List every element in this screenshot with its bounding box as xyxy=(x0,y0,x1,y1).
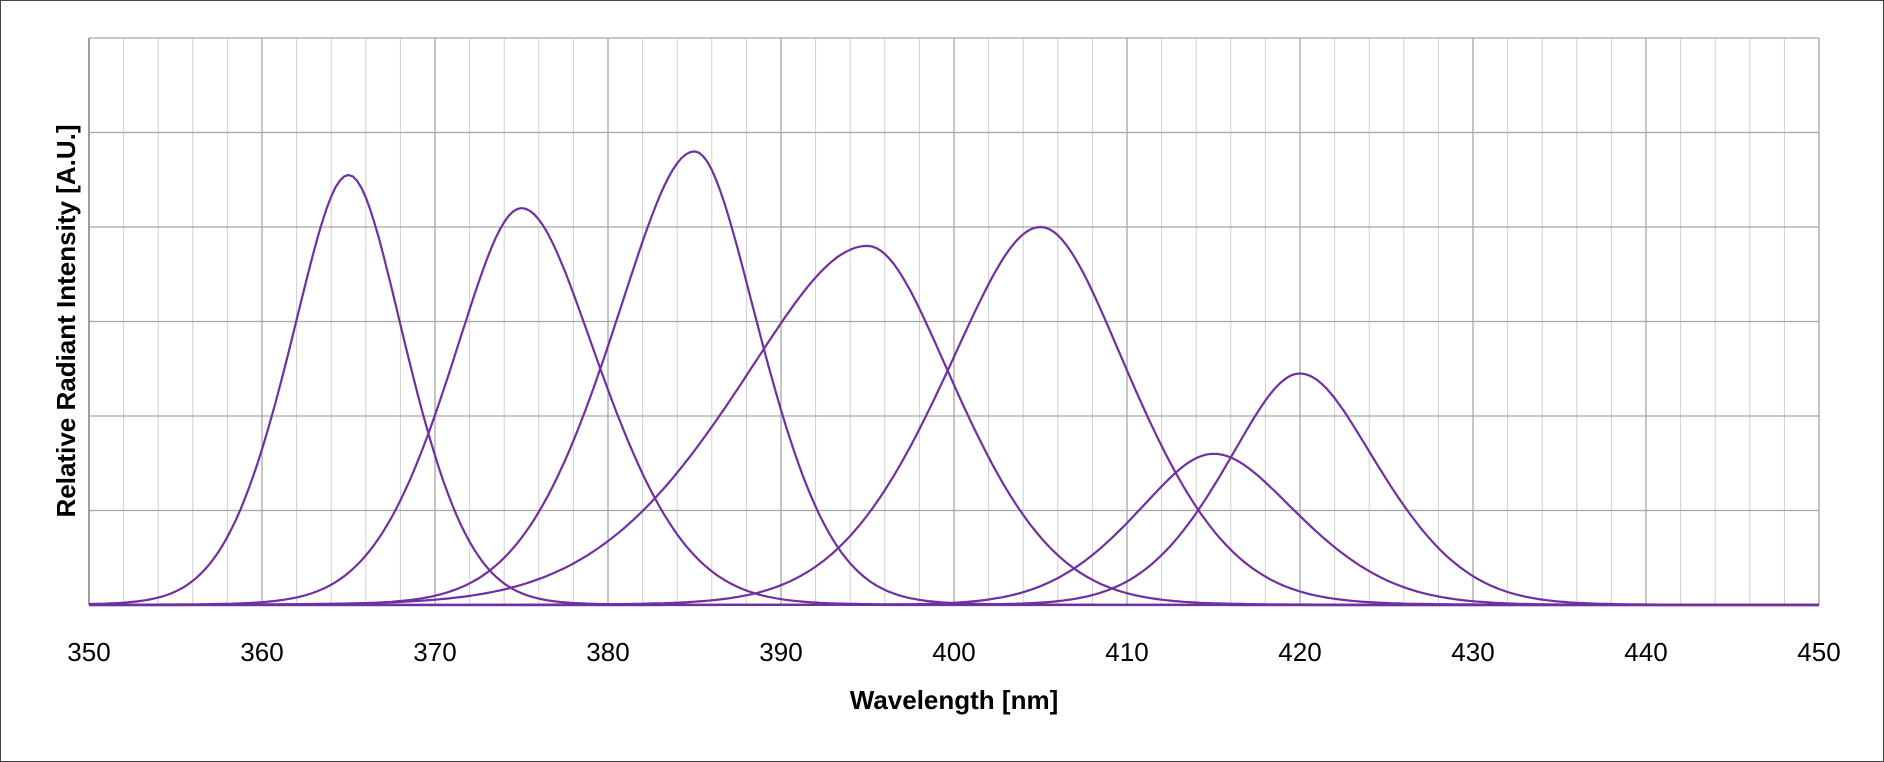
x-tick-label: 370 xyxy=(413,637,456,667)
x-tick-label: 430 xyxy=(1451,637,1494,667)
x-tick-label: 350 xyxy=(67,637,110,667)
x-tick-label: 440 xyxy=(1624,637,1667,667)
x-tick-label: 410 xyxy=(1105,637,1148,667)
y-axis-title: Relative Radiant Intensity [A.U.] xyxy=(51,125,81,518)
x-tick-label: 400 xyxy=(932,637,975,667)
x-tick-label: 390 xyxy=(759,637,802,667)
grid xyxy=(88,37,1820,606)
x-tick-labels: 350 360 370 380 390 400 410 420 430 440 450 xyxy=(67,637,1840,667)
series-line-420 xyxy=(89,372,1819,607)
x-tick-label: 420 xyxy=(1278,637,1321,667)
x-axis-title: Wavelength [nm] xyxy=(850,685,1058,715)
x-tick-label: 450 xyxy=(1797,637,1840,667)
x-tick-label: 360 xyxy=(240,637,283,667)
series-lines xyxy=(88,150,1819,607)
x-tick-label: 380 xyxy=(586,637,629,667)
